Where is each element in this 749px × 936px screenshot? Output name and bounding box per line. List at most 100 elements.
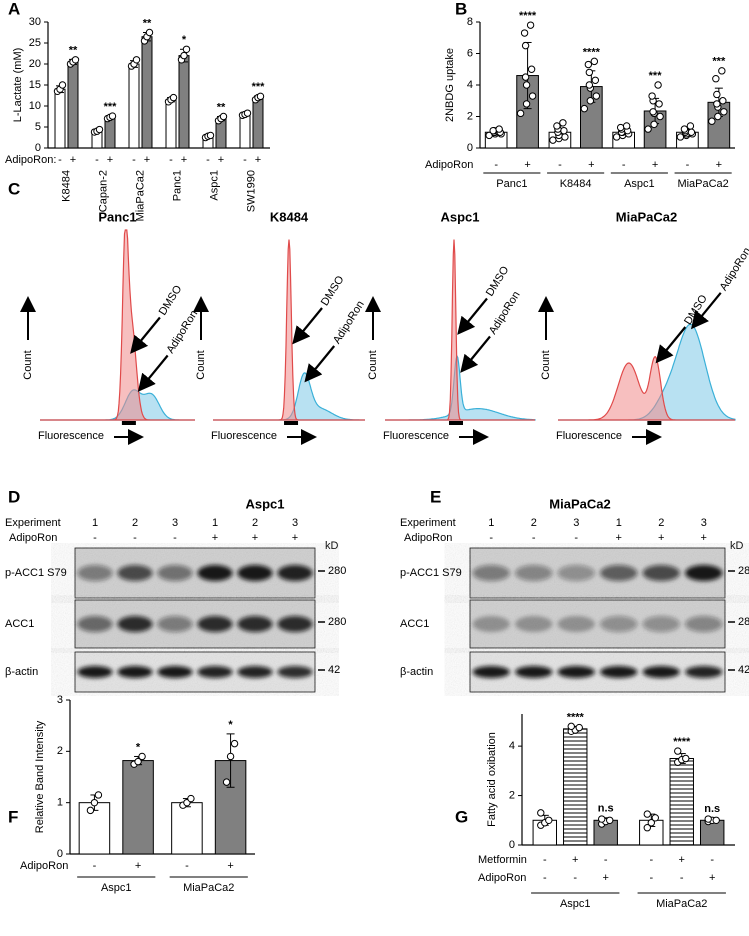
data-point (575, 723, 583, 732)
data-point (644, 125, 652, 133)
data-point (528, 92, 537, 100)
data-point (521, 73, 530, 81)
curve-label: AdipoRon (331, 299, 367, 346)
flow-x-label: Fluorescence (211, 430, 277, 442)
bar (178, 55, 190, 149)
data-point (230, 739, 239, 748)
band-label: ACC1 (400, 618, 429, 630)
category-label: SW1990 (245, 170, 257, 212)
panel-letter: C (8, 179, 20, 198)
significance: n.s (598, 803, 614, 815)
data-point (712, 75, 720, 83)
blot-band (117, 565, 153, 581)
data-point (622, 122, 631, 130)
bar (165, 99, 177, 149)
kd-value: 280 (738, 616, 749, 628)
data-point (643, 810, 651, 818)
treatment-sign: + (588, 159, 594, 171)
bar (128, 63, 140, 149)
bar (239, 113, 251, 149)
flow-y-label: Count (195, 350, 207, 379)
bar (171, 802, 203, 855)
curve-label: AdipoRon (164, 308, 200, 355)
data-point (651, 814, 659, 822)
significance: *** (712, 56, 726, 68)
arrow (457, 297, 488, 335)
treatment-sign: - (649, 872, 653, 884)
blot-band (472, 616, 510, 632)
data-point (712, 816, 720, 824)
data-point (86, 806, 95, 815)
data-point (647, 819, 655, 827)
blot-band (237, 616, 273, 632)
data-point (226, 752, 235, 761)
y-tick-label: 0 (35, 142, 41, 154)
lane-label: 2 (252, 517, 258, 529)
treatment-sign: + (181, 154, 187, 166)
data-point (95, 125, 104, 134)
blot-band (642, 616, 680, 632)
data-point (584, 60, 593, 69)
blot-band (557, 616, 595, 632)
data-point (243, 109, 252, 117)
arrow (690, 292, 722, 330)
data-point (182, 45, 191, 53)
kd-value: 280 (328, 616, 346, 628)
data-point (686, 122, 695, 130)
data-point (591, 76, 600, 84)
flow-x-label: Fluorescence (383, 430, 449, 442)
data-point (187, 794, 195, 803)
data-point (585, 81, 594, 89)
bar (699, 819, 725, 846)
y-tick-label: 8 (467, 16, 473, 28)
arrow (137, 354, 169, 392)
bar (141, 36, 153, 149)
histogram (385, 354, 536, 421)
blot-band (557, 565, 595, 581)
blot-band (237, 565, 273, 581)
panel-letter: G (455, 807, 468, 826)
category-label: MiaPaCa2 (656, 898, 707, 910)
treatment-sign: + (716, 159, 722, 171)
blot-band (472, 565, 510, 581)
y-tick-label: 5 (35, 121, 41, 133)
treatment-sign: + (524, 159, 530, 171)
data-point (516, 109, 525, 118)
lane-label: 2 (132, 517, 138, 529)
histogram (40, 229, 195, 421)
treatment-sign: + (218, 154, 224, 166)
data-point (718, 67, 726, 75)
data-point (522, 100, 531, 108)
data-point (537, 809, 545, 817)
significance: *** (104, 101, 118, 113)
treatment-label: AdipoRon (20, 860, 68, 872)
treatment-sign: - (558, 159, 562, 171)
flow-title: K8484 (270, 209, 309, 224)
bar (67, 61, 79, 149)
data-point (643, 823, 651, 832)
data-point (108, 112, 117, 120)
blot-noise (470, 652, 725, 692)
data-point (616, 123, 625, 132)
data-point (682, 754, 690, 763)
category-label: Aspc1 (208, 170, 220, 201)
row-label: Experiment (400, 517, 456, 529)
data-point (180, 51, 188, 60)
significance: n.s (704, 803, 720, 815)
y-tick-label: 2 (57, 745, 63, 757)
lane-sign: + (701, 532, 707, 544)
lane-label: 1 (212, 517, 218, 529)
flow-y-label: Count (22, 350, 34, 379)
arrow (130, 316, 161, 354)
significance: **** (583, 46, 601, 58)
y-tick-label: 4 (509, 740, 515, 752)
blot-band (157, 616, 193, 632)
data-point (656, 112, 664, 121)
data-point (676, 133, 685, 141)
curve-label: DMSO (484, 264, 512, 299)
blot-band (277, 565, 313, 581)
data-point (713, 100, 721, 108)
y-axis-label: Fatty acid oxibation (486, 732, 498, 827)
lane-sign: + (658, 532, 664, 544)
